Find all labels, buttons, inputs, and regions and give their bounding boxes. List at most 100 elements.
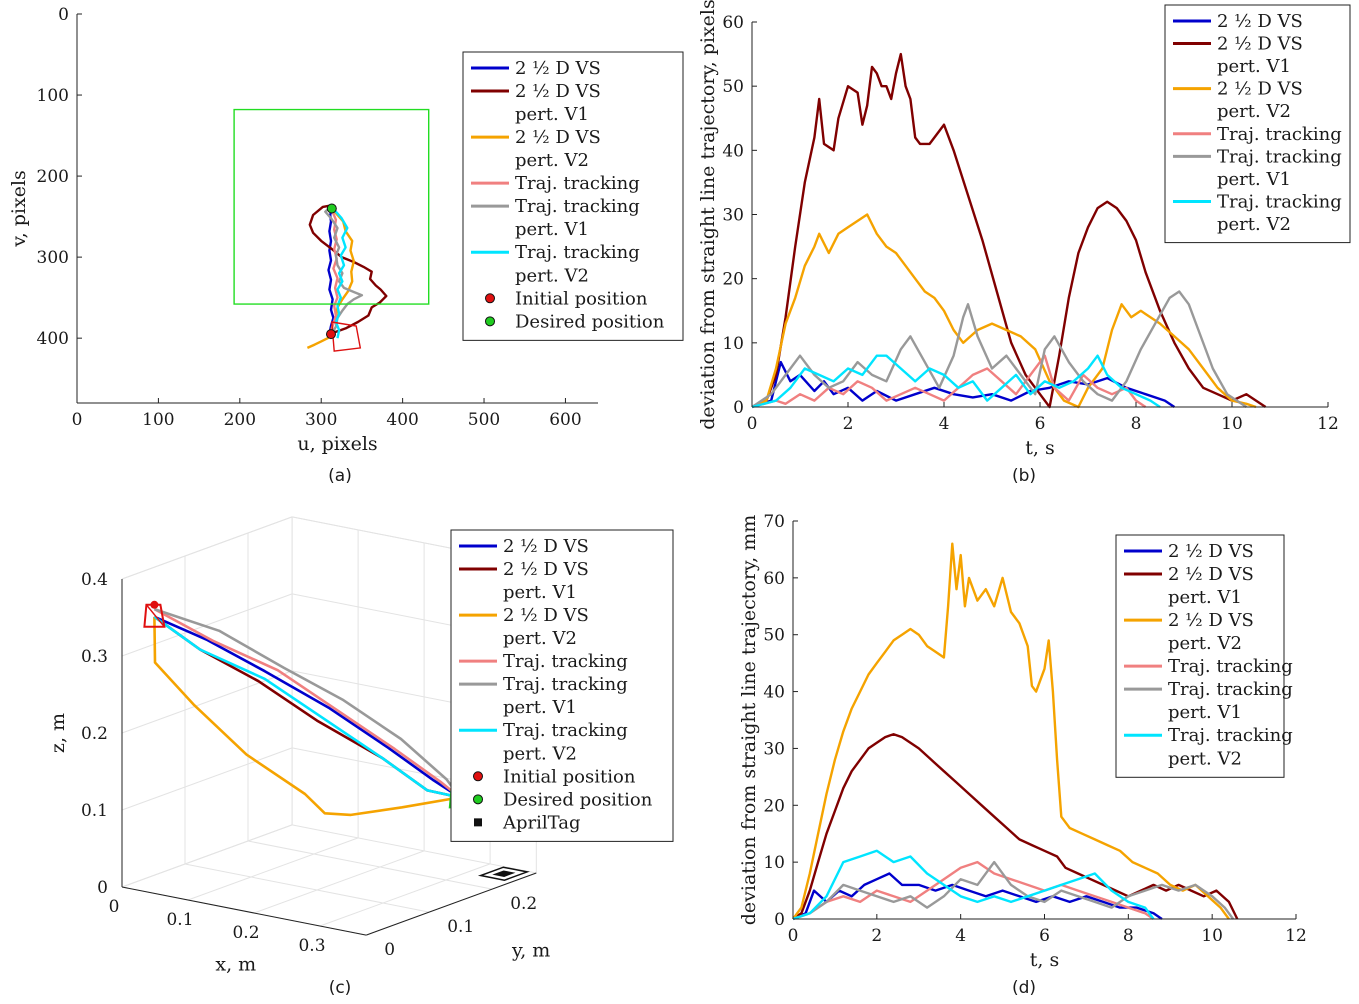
grid-x-floor-1 xyxy=(187,837,359,901)
x-tick-label-2: 200 xyxy=(224,410,256,430)
legend-sublabel-5: pert. V1 xyxy=(503,697,577,718)
y-tick-label-2: 20 xyxy=(722,270,744,290)
legend-label-5: Traj. tracking xyxy=(515,196,640,217)
series-line-6 xyxy=(331,207,349,339)
grid-y-floor-1 xyxy=(184,863,430,913)
legend-label-5: Traj. tracking xyxy=(1168,679,1293,700)
x-tick-label-0: 0 xyxy=(747,414,758,434)
y-tick-label-5: 50 xyxy=(763,626,785,646)
y-tick-label-1: 10 xyxy=(722,334,744,354)
y-tick-label-6: 60 xyxy=(722,13,744,33)
series-line-3 xyxy=(751,213,1257,409)
legend-sublabel-3: pert. V2 xyxy=(503,628,577,649)
y-tick-label-0: 0 xyxy=(384,940,395,960)
legend-label-1: 2 ½ D VS xyxy=(1168,541,1254,562)
legend-label-4: Traj. tracking xyxy=(515,173,640,194)
legend-sublabel-3: pert. V2 xyxy=(1168,633,1242,654)
x-tick-label-3: 6 xyxy=(1039,926,1050,946)
x-tick-label-0: 0 xyxy=(109,897,120,917)
legend-label-4: Traj. tracking xyxy=(503,651,628,672)
x-axis-label: t, s xyxy=(1030,949,1059,971)
z-tick-label-0: 0 xyxy=(97,878,108,898)
x-tick-label-5: 10 xyxy=(1201,926,1223,946)
legend-label-2: 2 ½ D VS xyxy=(515,81,601,102)
grid-z-left-1 xyxy=(121,747,293,811)
x-tick-label-4: 8 xyxy=(1131,414,1142,434)
legend-label-6: Traj. tracking xyxy=(515,242,640,263)
panel-caption: (c) xyxy=(329,978,352,998)
series-line-3 xyxy=(792,542,1230,920)
legend-sublabel-2: pert. V1 xyxy=(503,582,577,603)
grid-x-floor-0 xyxy=(121,824,293,888)
legend-marker-label-3: AprilTag xyxy=(502,812,581,833)
series-line-5 xyxy=(792,860,1235,921)
x-tick-label-3: 0.3 xyxy=(298,936,325,956)
series-line-1 xyxy=(751,360,1176,409)
x-tick-label-0: 0 xyxy=(788,926,799,946)
legend-sublabel-3: pert. V2 xyxy=(1217,101,1291,122)
legend-label-5: Traj. tracking xyxy=(503,674,628,695)
legend-label-3: 2 ½ D VS xyxy=(515,127,601,148)
x-tick-label-5: 500 xyxy=(468,410,500,430)
x-tick-label-3: 300 xyxy=(305,410,337,430)
z-tick-label-2: 0.2 xyxy=(81,724,108,744)
legend-marker-1 xyxy=(473,771,483,782)
legend-sublabel-2: pert. V1 xyxy=(1217,56,1291,77)
y-tick-label-0: 0 xyxy=(774,910,785,930)
legend-label-3: 2 ½ D VS xyxy=(1217,79,1303,100)
z-tick-label-4: 0.4 xyxy=(81,570,108,590)
legend-label-6: Traj. tracking xyxy=(1217,191,1342,212)
x-tick-label-5: 10 xyxy=(1221,414,1243,434)
legend-label-4: Traj. tracking xyxy=(1217,124,1342,145)
y-tick-label-5: 50 xyxy=(722,77,744,97)
series-line-5 xyxy=(751,290,1248,408)
z-axis-label: z, m xyxy=(47,713,69,753)
series-line-6 xyxy=(751,354,1161,409)
series-line-2 xyxy=(751,52,1267,409)
y-tick-label-3: 30 xyxy=(763,739,785,759)
legend-label-6: Traj. tracking xyxy=(1168,725,1293,746)
legend-sublabel-6: pert. V2 xyxy=(503,743,577,764)
grid-y-floor-2 xyxy=(247,840,493,890)
legend-sublabel-2: pert. V1 xyxy=(1168,587,1242,608)
x-tick-label-2: 4 xyxy=(955,926,966,946)
y-tick-label-2: 0.2 xyxy=(510,894,537,914)
legend-sublabel-6: pert. V2 xyxy=(515,265,589,286)
legend-sublabel-6: pert. V2 xyxy=(1168,748,1242,769)
marker-1 xyxy=(325,329,336,340)
y-tick-label-4: 40 xyxy=(722,141,744,161)
panel-b: 0 2 4 6 8 10 12 0 10 20 30 40 50 60 t, s deviation from… xyxy=(697,0,1351,486)
y-axis-label: y, m xyxy=(511,939,550,961)
y-tick-label-0: 0 xyxy=(733,398,744,418)
x-axis xyxy=(121,886,367,936)
y-tick-label-7: 70 xyxy=(763,512,785,532)
legend-sublabel-3: pert. V2 xyxy=(515,150,589,171)
legend-marker-label-2: Desired position xyxy=(503,789,653,810)
y-tick-label-3: 30 xyxy=(722,206,744,226)
grid-z-left-2 xyxy=(121,670,293,734)
x-tick-label-2: 0.2 xyxy=(232,923,259,943)
panel-c: 0 0.1 0.2 0.3 0.4 0 0.1 0.2 0.3 0 0.1 0.2 x, m y, m z,… xyxy=(47,516,674,998)
legend-sublabel-6: pert. V2 xyxy=(1217,214,1291,235)
x-tick-label-6: 12 xyxy=(1285,926,1307,946)
legend-label-2: 2 ½ D VS xyxy=(503,559,589,580)
series-line-3 xyxy=(153,616,461,817)
y-axis-label: deviation from straight line trajectory,… xyxy=(697,0,719,430)
grid-x-floor-3 xyxy=(319,863,491,927)
series-line-5 xyxy=(153,607,461,799)
legend-marker-label-2: Desired position xyxy=(515,311,665,332)
legend-label-4: Traj. tracking xyxy=(1168,656,1293,677)
y-tick-label-3: 300 xyxy=(37,248,69,268)
legend-marker-1 xyxy=(485,293,495,304)
x-axis-label: t, s xyxy=(1025,437,1054,459)
legend-marker-2 xyxy=(485,316,495,327)
y-tick-label-2: 200 xyxy=(37,167,69,187)
x-tick-label-1: 100 xyxy=(142,410,174,430)
y-tick-label-0: 0 xyxy=(58,5,69,25)
series-line-6 xyxy=(153,615,461,799)
legend-label-6: Traj. tracking xyxy=(503,720,628,741)
legend-label-3: 2 ½ D VS xyxy=(1168,610,1254,631)
series-line-1 xyxy=(327,208,335,335)
panel-caption: (a) xyxy=(328,466,352,486)
